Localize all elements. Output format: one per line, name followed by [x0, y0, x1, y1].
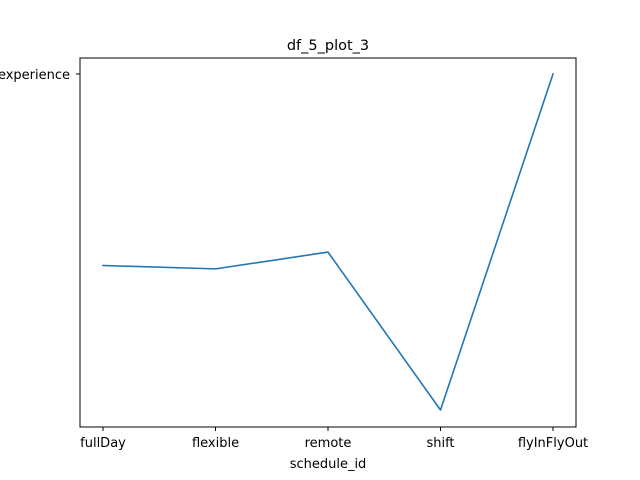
chart-title: df_5_plot_3 [287, 38, 369, 54]
series-layer [102, 72, 555, 411]
plot-area [79, 57, 577, 428]
x-axis-ticks: fullDay flexible remote shift flyInFlyOut [80, 427, 588, 451]
axes-frame [79, 57, 577, 428]
x-tick-label: shift [426, 436, 454, 451]
y-tick-label: experience [0, 68, 70, 83]
x-tick-label: flyInFlyOut [518, 436, 588, 451]
x-tick-label: flexible [192, 436, 239, 451]
series-line [102, 72, 555, 411]
x-axis-label: schedule_id [290, 457, 367, 472]
x-tick-label: fullDay [80, 436, 126, 451]
y-axis-ticks: experience [0, 68, 80, 83]
x-tick-label: remote [305, 436, 352, 451]
